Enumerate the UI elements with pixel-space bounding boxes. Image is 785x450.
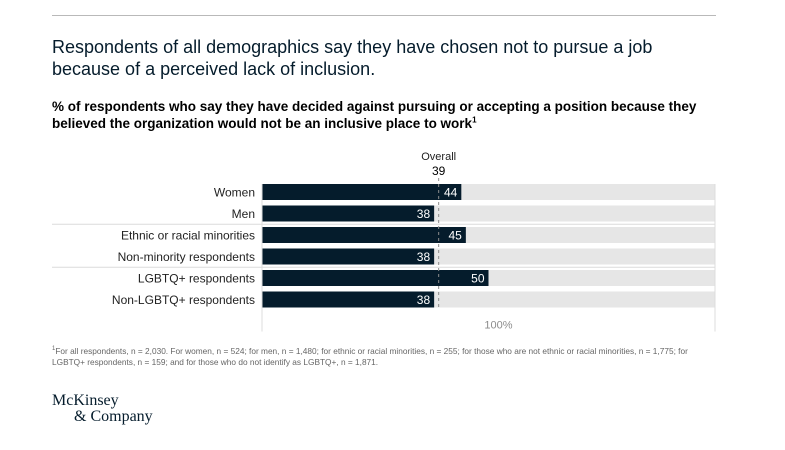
chart-subtitle: % of respondents who say they have decid… [52,98,716,132]
category-label: Non-minority respondents [118,250,255,264]
bar [262,184,462,200]
bar [262,291,435,308]
overall-label: Overall [421,151,456,163]
bar [262,248,435,265]
category-label: Women [214,186,255,200]
value-label: 44 [444,186,458,200]
chart-title: Respondents of all demographics say they… [52,37,653,79]
category-label: Ethnic or racial minorities [121,229,255,243]
value-label: 50 [471,272,485,286]
overall-value: 39 [432,164,446,178]
logo-line-2: & Company [74,408,153,425]
footnote-marker: 1 [52,346,56,353]
category-label: Non-LGBTQ+ respondents [112,293,255,307]
subtitle-text: % of respondents who say they have decid… [52,99,697,131]
category-label: LGBTQ+ respondents [138,272,255,286]
mckinsey-logo: McKinsey & Company [52,393,153,425]
value-label: 38 [417,250,431,264]
value-label: 38 [417,293,431,307]
value-label: 45 [448,229,462,243]
bar [262,205,435,222]
top-rule [52,15,716,16]
bar [262,227,466,243]
axis-end-label: 100% [484,320,512,332]
subtitle-footnote-marker: 1 [472,115,477,125]
footnote: 1For all respondents, n = 2,030. For wom… [52,346,716,368]
category-label: Men [232,207,255,221]
bar [262,270,489,286]
footnote-text: For all respondents, n = 2,030. For wome… [52,346,688,367]
bar-chart: Women 44 Men 38 Ethnic or racial minorities 4… [52,151,716,332]
value-label: 38 [417,207,431,221]
logo-line-1: McKinsey [52,392,119,409]
